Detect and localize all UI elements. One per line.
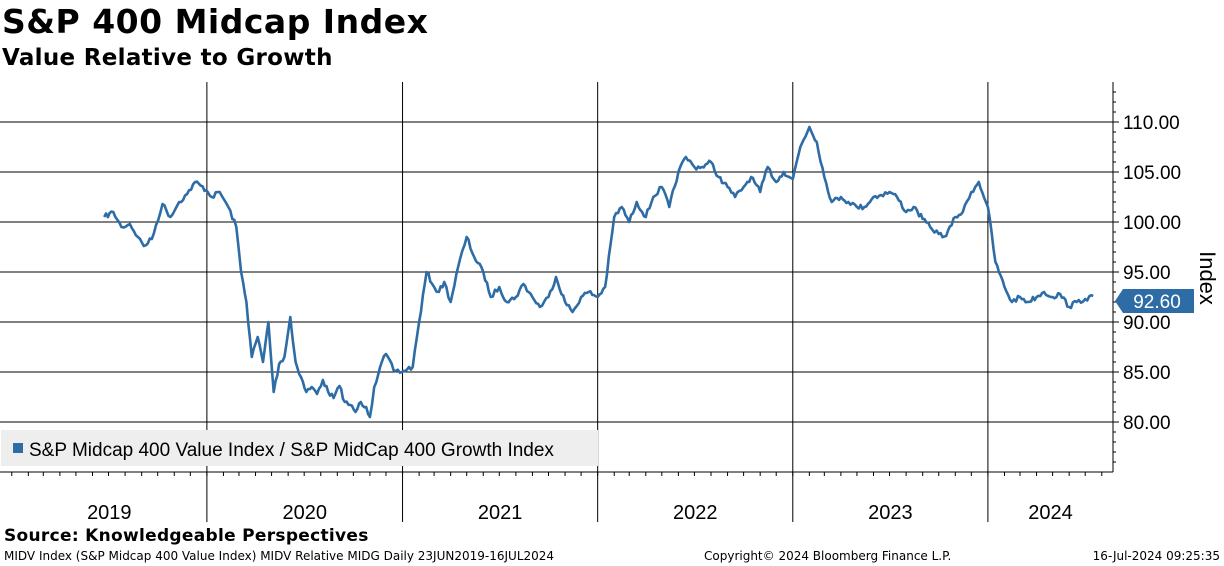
- footer-copyright: Copyright© 2024 Bloomberg Finance L.P.: [704, 549, 952, 563]
- y-tick-label: 85.00: [1123, 363, 1171, 384]
- last-value-tag: 92.60: [1115, 289, 1194, 313]
- last-value-tag-bg: [1115, 289, 1194, 313]
- x-tick-label: 2022: [673, 502, 718, 524]
- x-tick-label: 2023: [868, 502, 913, 524]
- y-axis-label: Index: [1195, 251, 1220, 305]
- y-tick-label: 95.00: [1123, 263, 1171, 284]
- x-tick-label: 2020: [282, 502, 327, 524]
- x-tick-label: 2019: [87, 502, 132, 524]
- y-tick-label: 105.00: [1123, 163, 1181, 184]
- footer-timestamp: 16-Jul-2024 09:25:35: [1092, 549, 1220, 563]
- chart-subtitle: Value Relative to Growth: [2, 45, 333, 71]
- legend: S&P Midcap 400 Value Index / S&P MidCap …: [1, 430, 598, 466]
- legend-label: S&P Midcap 400 Value Index / S&P MidCap …: [29, 440, 554, 461]
- y-tick-label: 80.00: [1123, 413, 1171, 434]
- last-value-text: 92.60: [1133, 292, 1181, 313]
- series-line: [103, 125, 1094, 419]
- x-tick-label: 2021: [478, 502, 523, 524]
- legend-swatch: [13, 443, 23, 453]
- source-note: Source: Knowledgeable Perspectives: [4, 526, 369, 546]
- y-tick-label: 110.00: [1123, 113, 1180, 134]
- footer-ticker-info: MIDV Index (S&P Midcap 400 Value Index) …: [4, 549, 555, 563]
- chart-title: S&P 400 Midcap Index: [2, 2, 429, 41]
- y-tick-label: 100.00: [1123, 213, 1181, 234]
- x-tick-label: 2024: [1028, 502, 1073, 524]
- y-tick-label: 90.00: [1123, 313, 1171, 334]
- legend-box: [1, 430, 598, 466]
